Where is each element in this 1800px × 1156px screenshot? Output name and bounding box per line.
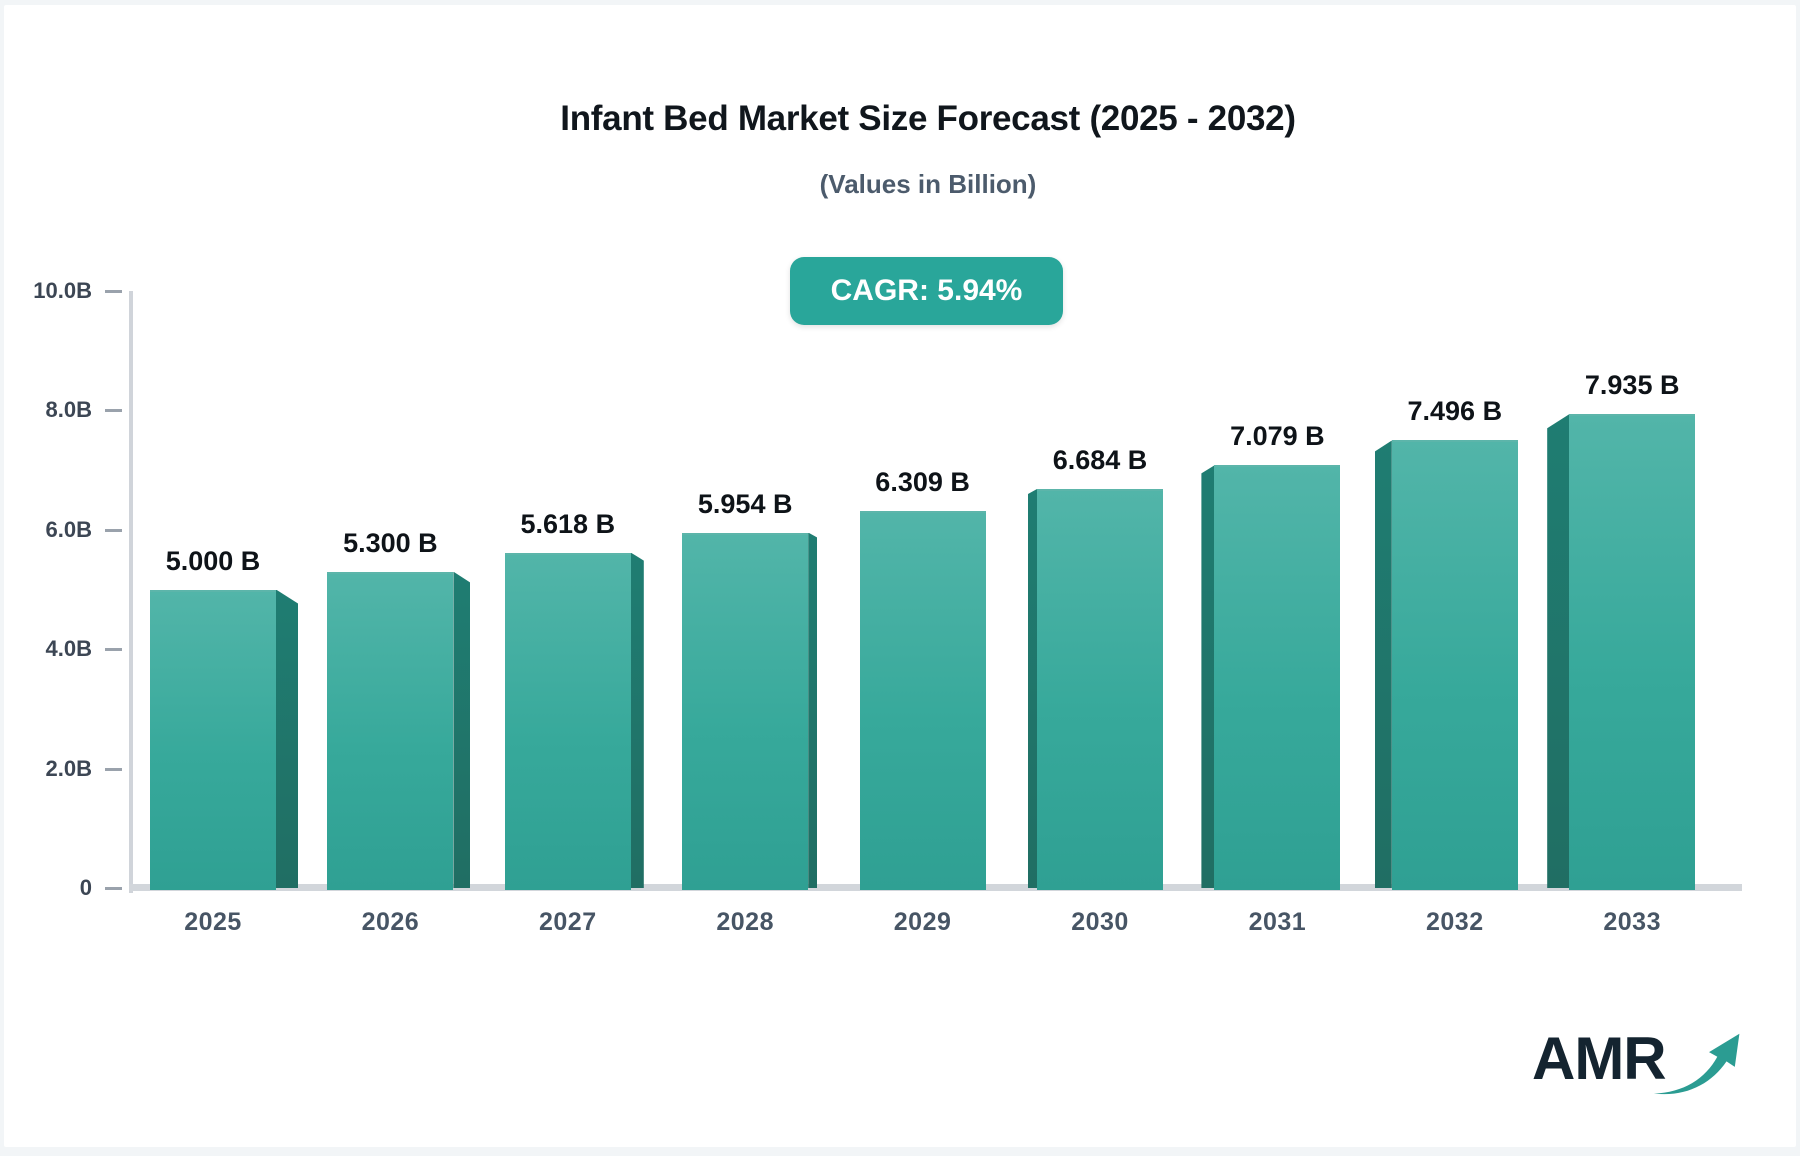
- y-axis-tick-mark: [105, 290, 122, 293]
- x-axis-label-2027: 2027: [538, 908, 597, 936]
- y-axis-line: [129, 291, 133, 893]
- y-axis-tick-label: 8.0B: [45, 397, 92, 423]
- x-axis-label-2033: 2033: [1603, 908, 1661, 936]
- cagr-badge: CAGR: 5.94%: [790, 257, 1063, 325]
- x-axis-label-2025: 2025: [184, 908, 242, 936]
- chart-card: Infant Bed Market Size Forecast (2025 - …: [4, 5, 1796, 1147]
- bar-2030: [1037, 488, 1163, 890]
- bar-side-face-2026: [453, 571, 471, 888]
- amr-logo: AMR: [1532, 1027, 1744, 1101]
- x-axis-label-2029: 2029: [893, 908, 952, 936]
- x-axis-label-2030: 2030: [1071, 908, 1129, 936]
- bar-2028: [682, 532, 809, 890]
- bar-value-label: 7.079 B: [1230, 421, 1325, 452]
- bar-side-face-2025: [276, 589, 298, 888]
- y-axis-tick-label: 4.0B: [45, 636, 92, 662]
- bar-side-face-2028: [808, 532, 818, 888]
- bar-side-face-2033: [1547, 414, 1570, 888]
- bar-2026: [327, 571, 454, 890]
- chart-title: Infant Bed Market Size Forecast (2025 - …: [560, 99, 1296, 138]
- bar-value-label: 7.496 B: [1407, 396, 1503, 427]
- x-axis-label-2032: 2032: [1425, 908, 1484, 936]
- y-axis-tick-label: 10.0B: [33, 278, 92, 303]
- x-axis-label-2031: 2031: [1248, 908, 1307, 936]
- y-axis-tick-label: 6.0B: [45, 516, 92, 542]
- bar-value-label: 5.300 B: [343, 527, 438, 558]
- y-axis-tick-mark: [105, 648, 122, 652]
- chart-subtitle: (Values in Billion): [819, 169, 1037, 199]
- x-axis-label-2028: 2028: [716, 908, 774, 936]
- y-axis-tick-mark: [105, 887, 122, 890]
- bar-value-label: 5.954 B: [697, 488, 793, 519]
- bar-2025: [150, 589, 276, 890]
- amr-logo-text: AMR: [1532, 1025, 1667, 1092]
- bar-2029: [859, 511, 986, 890]
- bar-value-label: 6.309 B: [875, 467, 970, 498]
- bar-chart-plot-area: 10.0B 8.0B 6.0B 4.0B 2.0B 0 5.000 B 2025 5.300 B…: [4, 5, 1796, 1147]
- bar-value-label: 5.618 B: [520, 508, 616, 539]
- bar-value-label: 6.684 B: [1052, 444, 1148, 475]
- chart-heading: Infant Bed Market Size Forecast (2025 - …: [52, 99, 1796, 200]
- bar-2031: [1214, 465, 1341, 890]
- growth-arrow-icon: [1653, 1033, 1740, 1095]
- bar-value-label: 5.000 B: [165, 545, 261, 576]
- bar-side-face-2031: [1201, 465, 1215, 888]
- bar-value-label: 7.935 B: [1584, 370, 1680, 401]
- y-axis-tick-mark: [105, 767, 122, 771]
- bar-2032: [1391, 440, 1518, 890]
- y-axis-tick-label: 0: [79, 875, 92, 900]
- y-axis-tick-mark: [105, 409, 122, 413]
- bar-2033: [1569, 414, 1696, 890]
- bar-2027: [504, 552, 631, 890]
- y-axis-tick-label: 2.0B: [45, 755, 92, 781]
- bar-side-face-2032: [1374, 440, 1392, 888]
- x-axis-label-2026: 2026: [361, 908, 420, 936]
- bar-side-face-2027: [630, 552, 644, 888]
- cagr-badge-label: CAGR: 5.94%: [830, 274, 1023, 307]
- y-axis-tick-mark: [105, 528, 122, 532]
- bar-side-face-2030: [1028, 488, 1037, 888]
